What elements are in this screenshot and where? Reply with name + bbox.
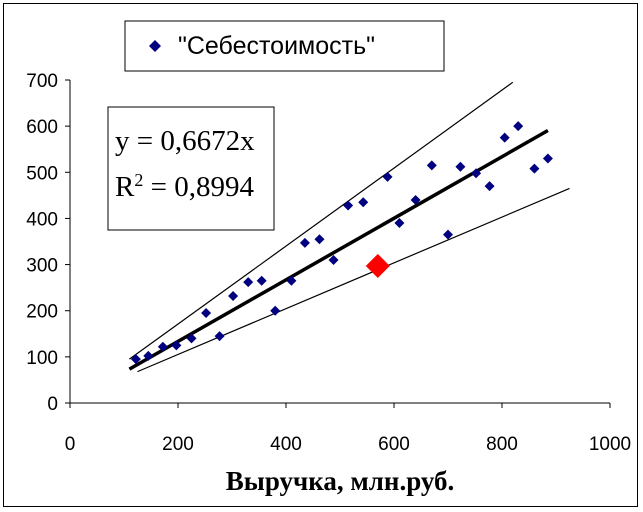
equation-box: y = 0,6672x R2 = 0,8994	[107, 106, 275, 231]
x-tick-label: 1000	[589, 434, 631, 455]
data-point	[499, 132, 510, 143]
data-point	[426, 160, 437, 171]
data-point	[171, 340, 182, 351]
data-points	[130, 121, 553, 365]
data-point	[228, 290, 239, 301]
bound-line	[129, 81, 514, 360]
data-point	[542, 153, 553, 164]
data-point	[256, 275, 267, 286]
legend-label: "Себестоимость"	[178, 32, 375, 60]
data-point	[186, 333, 197, 344]
data-point	[343, 200, 354, 211]
y-tick-label: 0	[47, 394, 58, 415]
y-tick-label: 200	[26, 302, 58, 323]
equation-line: y = 0,6672x	[115, 125, 255, 157]
data-point	[328, 254, 339, 265]
y-tick-label: 700	[26, 71, 58, 92]
data-point	[529, 163, 540, 174]
data-point	[270, 305, 281, 316]
data-point	[314, 234, 325, 245]
y-tick-label: 500	[26, 163, 58, 184]
data-point	[201, 308, 212, 319]
x-tick-label: 800	[486, 434, 518, 455]
data-point	[358, 197, 369, 208]
x-ticks: 0 200 400 600 800 1000	[65, 403, 631, 455]
legend-marker	[149, 40, 161, 52]
data-point	[157, 341, 168, 352]
y-ticks: 0 100 200 300 400 500 600 700	[26, 71, 70, 415]
x-tick-label: 400	[270, 434, 302, 455]
x-tick-label: 600	[378, 434, 410, 455]
data-point	[299, 237, 310, 248]
data-point	[286, 275, 297, 286]
data-point	[410, 194, 421, 205]
data-point	[455, 161, 466, 172]
legend-box	[124, 20, 445, 72]
x-tick-label: 0	[65, 434, 76, 455]
data-point	[143, 350, 154, 361]
legend: "Себестоимость"	[124, 20, 445, 72]
data-point	[513, 121, 524, 132]
y-tick-label: 600	[26, 117, 58, 138]
data-point	[130, 354, 141, 365]
equation-frame	[107, 106, 275, 231]
x-axis-label: Выручка, млн.руб.	[226, 466, 455, 496]
data-point	[443, 229, 453, 240]
data-point	[214, 331, 225, 342]
y-tick-label: 300	[26, 256, 58, 277]
r-squared: R2 = 0,8994	[115, 170, 254, 203]
data-point	[394, 218, 405, 229]
x-tick-label: 200	[162, 434, 194, 455]
bound-line	[137, 187, 570, 373]
y-tick-label: 400	[26, 209, 58, 230]
data-point	[484, 181, 495, 192]
data-point	[471, 168, 482, 179]
data-point	[382, 171, 393, 182]
highlighted-point	[365, 253, 390, 278]
y-tick-label: 100	[26, 348, 58, 369]
data-point	[243, 277, 254, 288]
chart-area	[3, 3, 638, 507]
